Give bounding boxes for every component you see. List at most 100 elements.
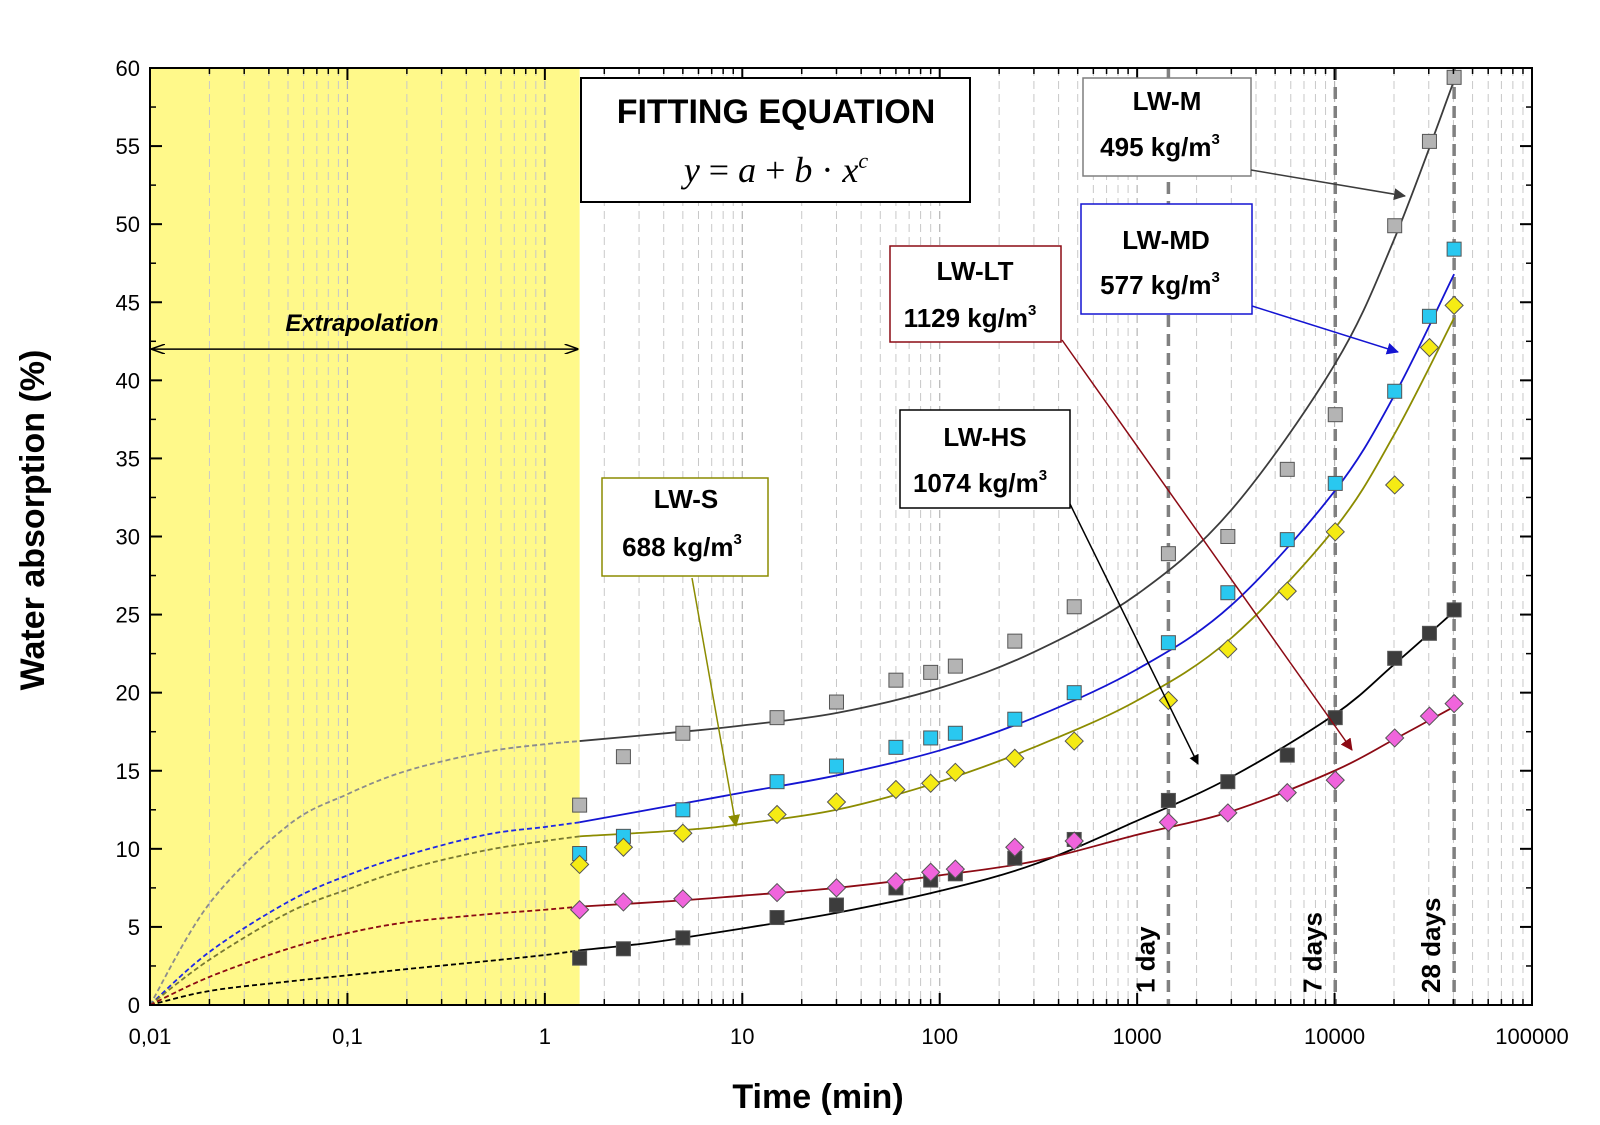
data-point — [673, 889, 693, 909]
data-point — [1005, 837, 1025, 857]
data-point — [615, 941, 631, 957]
data-point — [1220, 774, 1236, 790]
equation-frame — [580, 77, 971, 203]
data-point — [613, 837, 634, 857]
data-point — [1066, 685, 1082, 701]
data-point — [673, 823, 693, 843]
callout-density: 1129 kg/m3 — [904, 302, 1037, 333]
callout-name: LW-LT — [937, 256, 1014, 286]
x-tick-label: 0,1 — [332, 1024, 363, 1049]
data-point — [920, 773, 941, 793]
equation-formula: y = a + b · xc — [681, 148, 869, 190]
data-point — [1158, 812, 1179, 832]
y-tick-label: 10 — [116, 837, 140, 862]
day-marker-label: 28 days — [1416, 898, 1446, 993]
y-tick-label: 5 — [128, 915, 140, 940]
callout-frame — [1082, 77, 1252, 177]
data-point — [828, 897, 844, 913]
callout-lw-m: LW-M 495 kg/m3 — [1082, 77, 1406, 201]
data-point — [1325, 522, 1345, 542]
data-point — [826, 878, 847, 898]
data-point — [1419, 337, 1440, 358]
data-point — [569, 854, 590, 875]
fit-curve — [579, 273, 1455, 824]
y-tick-label: 25 — [116, 603, 140, 628]
data-point — [1387, 218, 1403, 234]
data-point — [1160, 792, 1176, 808]
callout-lw-hs: LW-HS 1074 kg/m3 — [899, 409, 1199, 765]
data-point — [923, 730, 939, 746]
callout-arrow — [1069, 503, 1199, 765]
data-point — [1277, 581, 1297, 601]
data-point — [1421, 133, 1437, 149]
data-point — [1325, 770, 1345, 790]
callout-arrow — [1250, 169, 1406, 201]
callout-frame — [601, 477, 769, 577]
y-tick-label: 15 — [116, 759, 140, 784]
data-point — [1279, 747, 1295, 763]
data-point — [1220, 585, 1236, 601]
data-point — [1446, 241, 1462, 257]
y-tick-label: 30 — [116, 525, 140, 550]
x-axis-title: Time (min) — [732, 1078, 903, 1116]
data-point — [1421, 625, 1437, 641]
fit-curve-extrapolated — [149, 821, 580, 1006]
data-point — [572, 797, 588, 813]
data-point — [888, 672, 904, 688]
day-marker-label: 7 days — [1297, 912, 1327, 993]
data-point — [1384, 475, 1405, 495]
data-point — [769, 774, 785, 790]
data-point — [1327, 475, 1343, 491]
data-point — [675, 802, 691, 818]
fit-curve-extrapolated — [149, 949, 580, 1006]
data-point — [1327, 710, 1343, 726]
fitting-equation-box: FITTING EQUATION y = a + b · xc — [580, 77, 971, 203]
x-tick-label: 100000 — [1495, 1024, 1568, 1049]
callout-name: LW-MD — [1122, 225, 1210, 255]
fit-curve — [579, 610, 1455, 952]
y-tick-label: 55 — [116, 134, 140, 159]
y-tick-label: 60 — [116, 56, 140, 81]
data-point — [1158, 690, 1179, 711]
data-point — [888, 739, 904, 755]
x-tick-label: 1 — [539, 1024, 551, 1049]
callout-lw-s: LW-S 688 kg/m3 — [601, 477, 769, 827]
callout-lw-lt: LW-LT 1129 kg/m3 — [889, 245, 1353, 751]
fit-curve-extrapolated — [149, 835, 580, 1006]
callout-density: 1074 kg/m3 — [913, 467, 1047, 498]
data-point — [1066, 599, 1082, 615]
data-point — [1277, 782, 1297, 803]
data-point — [572, 950, 588, 966]
data-point — [1387, 650, 1403, 666]
y-axis-title: Water absorption (%) — [14, 350, 52, 691]
fit-curve-extrapolated — [149, 905, 580, 1006]
data-point — [828, 694, 844, 710]
equation-title: FITTING EQUATION — [617, 93, 936, 131]
data-point — [1218, 639, 1238, 659]
data-point — [1421, 308, 1437, 324]
data-point — [613, 892, 634, 912]
data-point — [1007, 711, 1023, 727]
data-points — [569, 69, 1464, 966]
extrapolation-region — [150, 68, 580, 1005]
data-point — [1444, 693, 1464, 714]
callout-arrow — [1251, 305, 1399, 355]
data-point — [886, 779, 906, 800]
data-point — [1064, 831, 1084, 851]
data-point — [1446, 602, 1462, 618]
data-point — [1387, 383, 1403, 399]
data-point — [615, 749, 631, 765]
data-point — [1220, 529, 1236, 544]
data-point — [1279, 461, 1295, 477]
callout-frame — [889, 245, 1062, 343]
callout-lw-md: LW-MD 577 kg/m3 — [1080, 203, 1399, 355]
callout-name: LW-M — [1133, 86, 1202, 116]
data-point — [947, 725, 963, 741]
fit-curve-extrapolated — [149, 740, 580, 1006]
data-point — [945, 859, 966, 879]
x-tick-label: 100 — [921, 1024, 958, 1049]
data-point — [1384, 728, 1405, 748]
callout-density: 577 kg/m3 — [1100, 269, 1220, 300]
y-tick-label: 20 — [116, 681, 140, 706]
